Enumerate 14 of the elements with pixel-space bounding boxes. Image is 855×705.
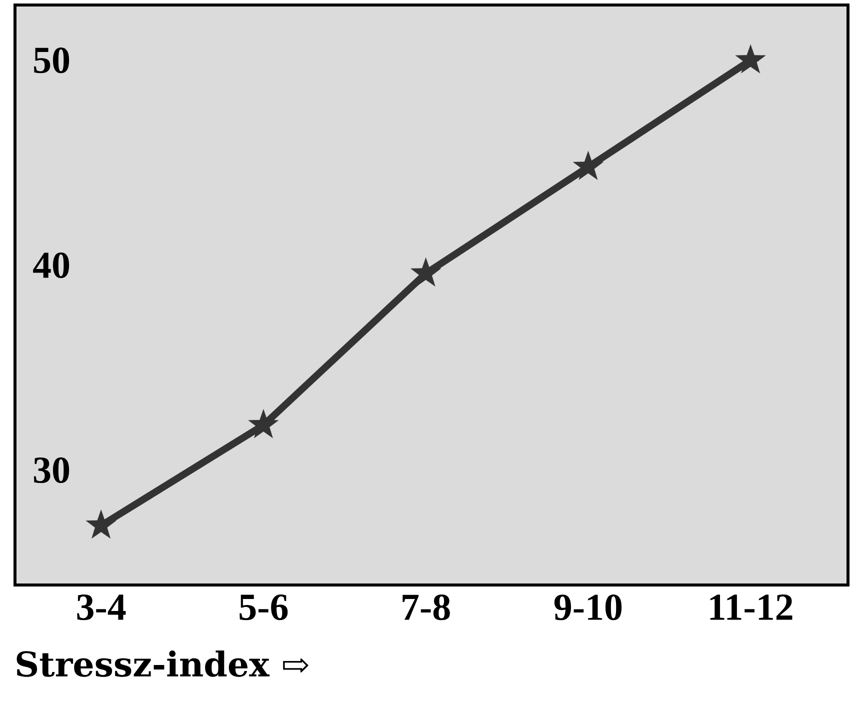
y-tick-label: 40 [33,252,70,278]
x-tick-label: 9-10 [554,594,622,620]
x-tick-label: 3-4 [77,594,126,620]
x-tick-label: 7-8 [402,594,450,620]
point [735,44,766,74]
point [86,510,116,539]
x-tick-label: 5-6 [240,594,288,620]
y-tick-label: 30 [34,457,70,484]
x-tick-label: 11-12 [710,594,792,620]
point [410,257,442,286]
point [248,409,279,438]
y-tick-label: 50 [34,48,70,74]
point [572,150,604,180]
x-axis-title: Stressz-index ⇨ [16,650,308,677]
